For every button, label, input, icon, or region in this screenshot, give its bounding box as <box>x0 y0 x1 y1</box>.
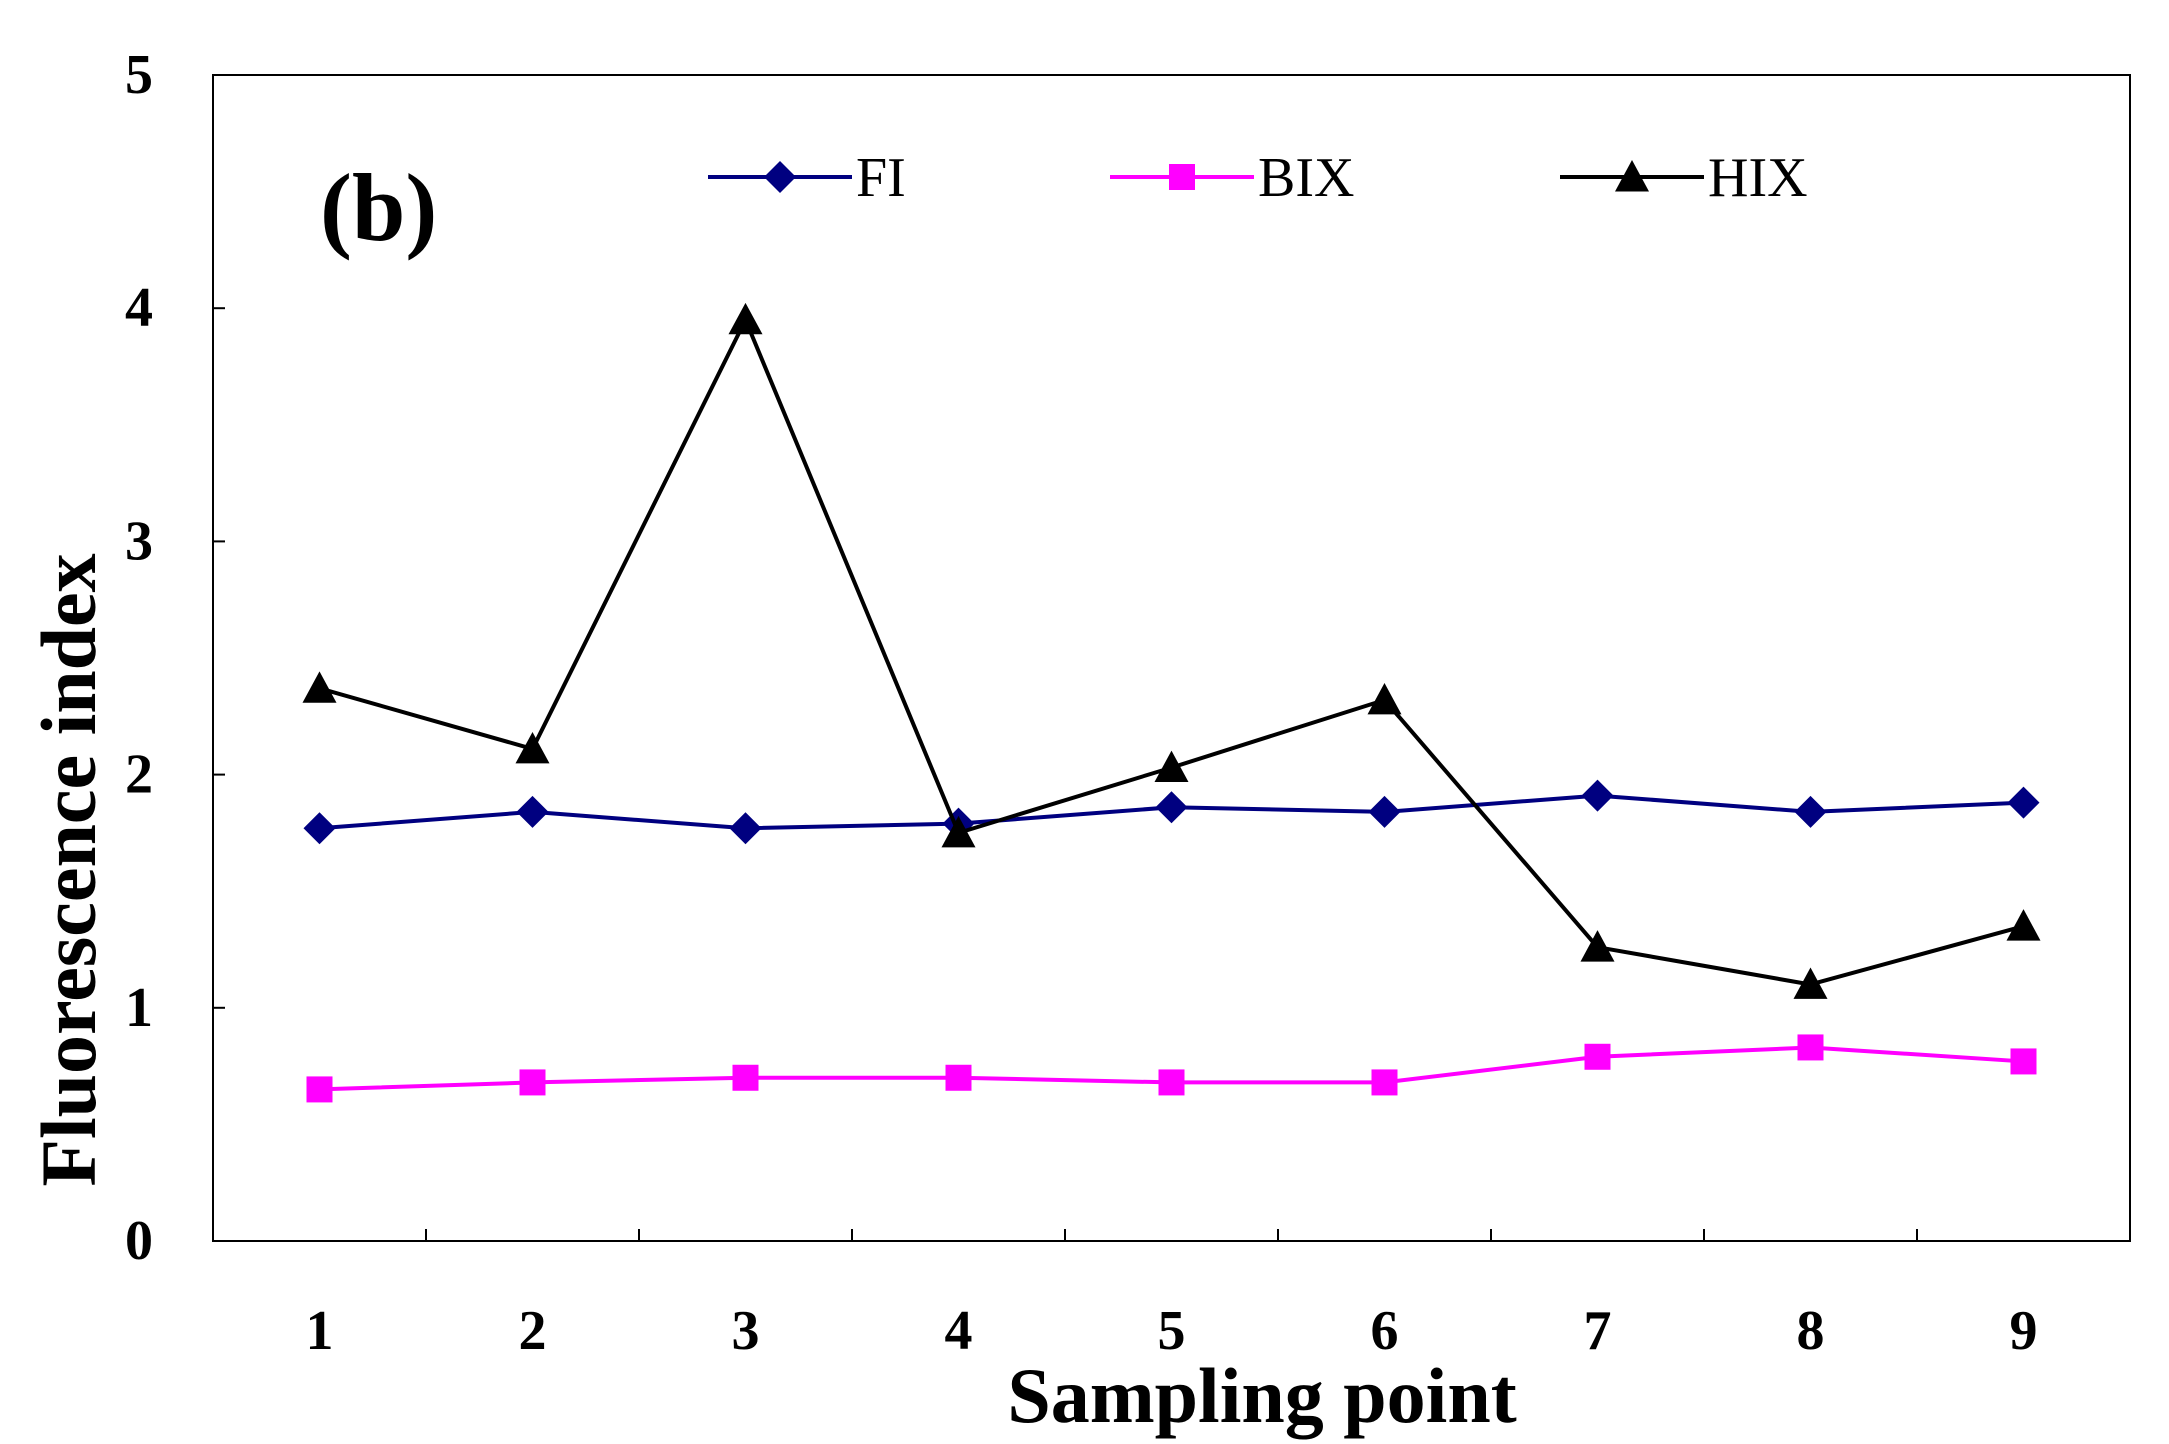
data-point-fi <box>516 795 549 828</box>
data-point-fi <box>729 812 762 845</box>
data-point-bix <box>1371 1069 1398 1096</box>
data-point-hix <box>1580 930 1615 962</box>
x-tick-label: 7 <box>1584 1300 1612 1362</box>
x-tick-label: 1 <box>306 1300 334 1362</box>
y-axis: 0 1 2 3 4 5 <box>125 44 225 1272</box>
y-tick-label: 1 <box>125 977 153 1039</box>
data-point-hix <box>515 731 550 764</box>
data-point-hix <box>941 815 976 848</box>
data-point-hix <box>2006 909 2041 941</box>
data-point-fi <box>1368 795 1401 828</box>
legend-label-fi: FI <box>856 147 906 209</box>
x-tick-label: 4 <box>945 1300 973 1362</box>
data-point-bix <box>1158 1069 1185 1096</box>
x-tick-label: 2 <box>519 1300 547 1362</box>
series-bix <box>306 1034 2037 1103</box>
legend-item-hix: HIX <box>1560 147 1808 209</box>
series-fi <box>303 779 2040 845</box>
y-tick-label: 4 <box>125 277 153 339</box>
data-point-fi <box>2007 786 2040 819</box>
data-point-bix <box>1797 1034 1824 1061</box>
x-tick-label: 9 <box>2010 1300 2038 1362</box>
data-point-hix <box>1154 750 1189 783</box>
data-point-bix <box>2010 1048 2037 1075</box>
x-tick-label: 8 <box>1797 1300 1825 1362</box>
data-point-bix <box>945 1064 972 1091</box>
series-layer <box>302 302 2041 1103</box>
data-point-fi <box>1581 779 1614 812</box>
x-axis: 1 2 3 4 5 6 7 8 9 <box>306 1229 2038 1362</box>
legend-item-bix: BIX <box>1110 147 1354 209</box>
data-point-hix <box>1793 967 1828 999</box>
y-tick-label: 3 <box>125 510 153 572</box>
legend-label-hix: HIX <box>1708 147 1808 209</box>
y-tick-label: 0 <box>125 1210 153 1272</box>
data-point-bix <box>732 1064 759 1091</box>
data-point-bix <box>1584 1043 1611 1070</box>
y-tick-label: 5 <box>125 44 153 106</box>
x-tick-label: 3 <box>732 1300 760 1362</box>
data-point-fi <box>1155 791 1188 824</box>
legend-item-fi: FI <box>708 147 906 209</box>
series-line-hix <box>318 317 2025 987</box>
legend-label-bix: BIX <box>1258 147 1354 209</box>
series-hix <box>302 302 2041 999</box>
y-axis-title: Fluorescence index <box>25 553 112 1186</box>
legend-marker-bix <box>1169 164 1195 190</box>
data-point-hix <box>728 302 763 335</box>
data-point-bix <box>519 1069 546 1096</box>
panel-label: (b) <box>320 154 437 261</box>
data-point-bix <box>306 1076 333 1103</box>
legend-marker-fi <box>764 161 796 193</box>
x-tick-label: 5 <box>1158 1300 1186 1362</box>
data-point-hix <box>1367 682 1402 715</box>
data-point-fi <box>303 812 336 845</box>
legend-marker-hix <box>1615 160 1649 192</box>
x-axis-title: Sampling point <box>1007 1352 1516 1439</box>
x-tick-label: 6 <box>1371 1300 1399 1362</box>
data-point-fi <box>1794 795 1827 828</box>
y-tick-label: 2 <box>125 744 153 806</box>
plot-frame <box>212 74 2131 1242</box>
legend: FI BIX HIX <box>708 147 1808 209</box>
data-point-hix <box>302 671 337 703</box>
